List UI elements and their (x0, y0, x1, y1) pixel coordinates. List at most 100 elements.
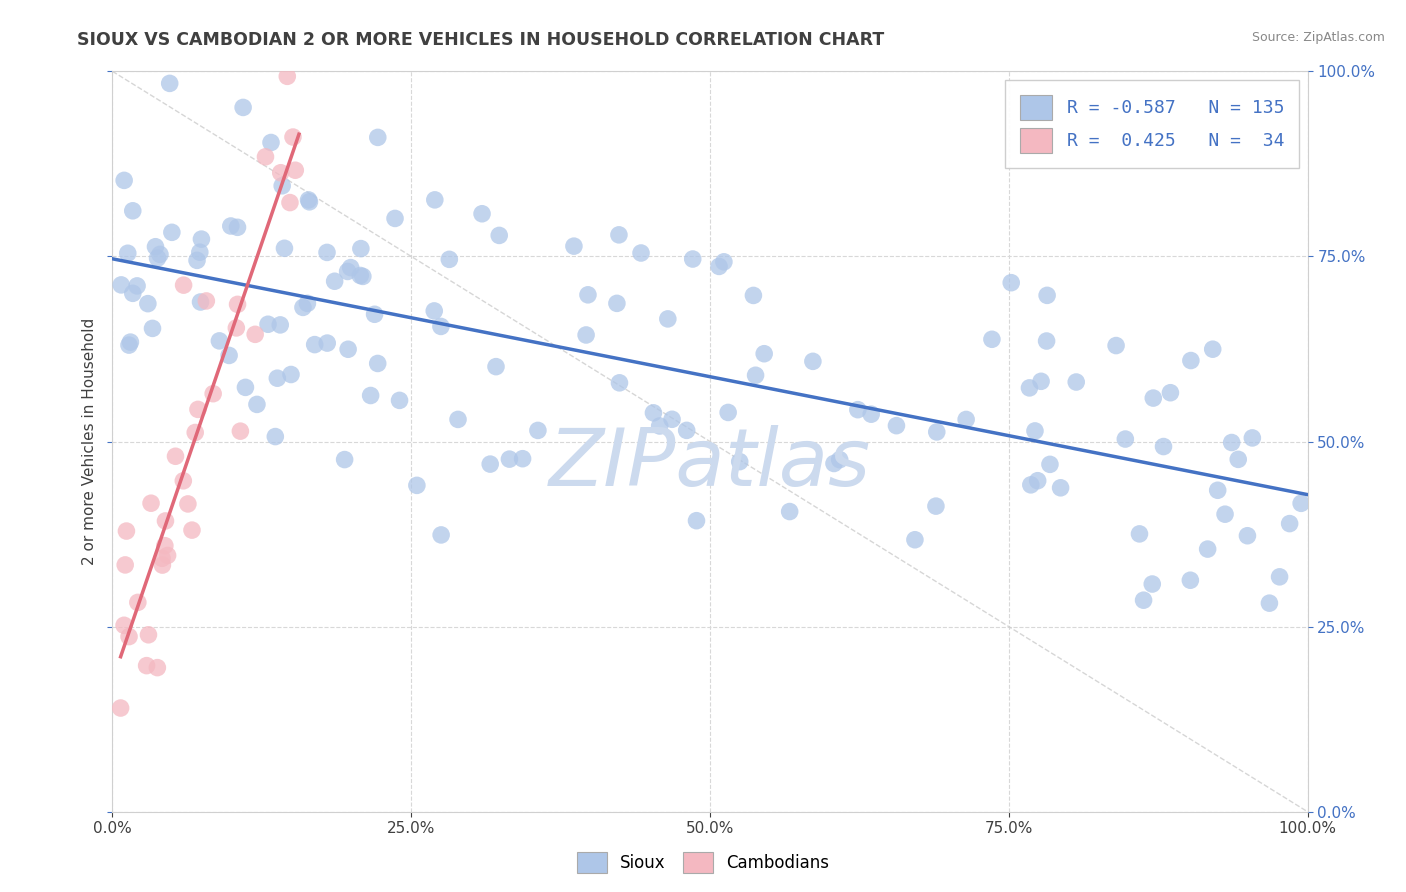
Point (304, 337, 326, 351)
Point (1132, 593, 1154, 607)
Point (630, 246, 652, 260)
Point (1142, 577, 1164, 591)
Point (112, 173, 135, 187)
Point (125, 279, 148, 293)
Point (661, 412, 683, 426)
Point (333, 452, 356, 467)
Point (139, 496, 162, 510)
Point (297, 296, 319, 310)
Point (153, 539, 176, 553)
Point (110, 701, 132, 715)
Point (925, 425, 948, 439)
Point (360, 388, 382, 402)
Point (904, 533, 927, 547)
Point (606, 296, 628, 310)
Point (165, 449, 187, 463)
Point (367, 130, 389, 145)
Point (152, 558, 174, 572)
Point (118, 338, 141, 352)
Point (1142, 391, 1164, 405)
Point (1289, 496, 1312, 510)
Y-axis label: 2 or more Vehicles in Household: 2 or more Vehicles in Household (82, 318, 97, 566)
Point (160, 225, 183, 239)
Point (271, 178, 294, 193)
Point (1206, 483, 1229, 498)
Point (135, 658, 157, 673)
Point (155, 514, 177, 528)
Point (246, 397, 269, 411)
Point (801, 354, 824, 368)
Point (479, 457, 502, 471)
Point (609, 376, 631, 390)
Point (1029, 374, 1052, 388)
Point (235, 380, 257, 394)
Point (1024, 424, 1046, 438)
Point (657, 311, 679, 326)
Point (218, 348, 240, 362)
Point (195, 293, 218, 308)
Point (1197, 542, 1219, 557)
Point (146, 660, 169, 674)
Point (281, 130, 304, 145)
Point (276, 70, 298, 84)
Point (121, 286, 143, 301)
Point (337, 343, 360, 357)
Point (243, 327, 266, 342)
Text: Source: ZipAtlas.com: Source: ZipAtlas.com (1251, 31, 1385, 45)
Point (1213, 507, 1236, 521)
Point (323, 274, 346, 288)
Point (1026, 474, 1049, 488)
Point (607, 227, 630, 242)
Point (229, 424, 252, 438)
Point (270, 166, 292, 180)
Point (1019, 478, 1042, 492)
Point (430, 528, 453, 542)
Point (498, 452, 520, 467)
Point (159, 76, 181, 90)
Point (717, 405, 740, 419)
Point (1236, 529, 1258, 543)
Point (280, 368, 302, 382)
Point (112, 618, 135, 632)
Point (188, 245, 211, 260)
Point (685, 514, 707, 528)
Point (488, 228, 510, 243)
Point (184, 425, 207, 440)
Point (316, 245, 339, 260)
Point (136, 296, 159, 310)
Point (1035, 334, 1057, 348)
Point (439, 252, 461, 267)
Point (1153, 440, 1175, 454)
Point (1258, 596, 1281, 610)
Point (828, 452, 851, 467)
Point (384, 211, 406, 226)
Point (1227, 452, 1250, 467)
Point (860, 407, 883, 421)
Point (226, 297, 249, 311)
Point (675, 423, 697, 437)
Point (576, 288, 599, 302)
Point (1000, 276, 1022, 290)
Point (423, 304, 446, 318)
Point (1105, 338, 1128, 352)
Point (744, 368, 766, 383)
Point (117, 246, 139, 260)
Point (406, 478, 429, 492)
Point (254, 150, 277, 164)
Point (423, 193, 446, 207)
Point (190, 295, 212, 310)
Point (232, 100, 254, 114)
Point (273, 241, 295, 255)
Point (110, 277, 132, 292)
Point (1114, 432, 1136, 446)
Point (1064, 375, 1087, 389)
Point (388, 393, 411, 408)
Point (648, 419, 671, 434)
Point (447, 412, 470, 426)
Point (150, 551, 173, 566)
Point (1036, 288, 1059, 302)
Point (1202, 342, 1225, 356)
Point (284, 163, 307, 178)
Point (682, 252, 704, 266)
Point (187, 402, 209, 417)
